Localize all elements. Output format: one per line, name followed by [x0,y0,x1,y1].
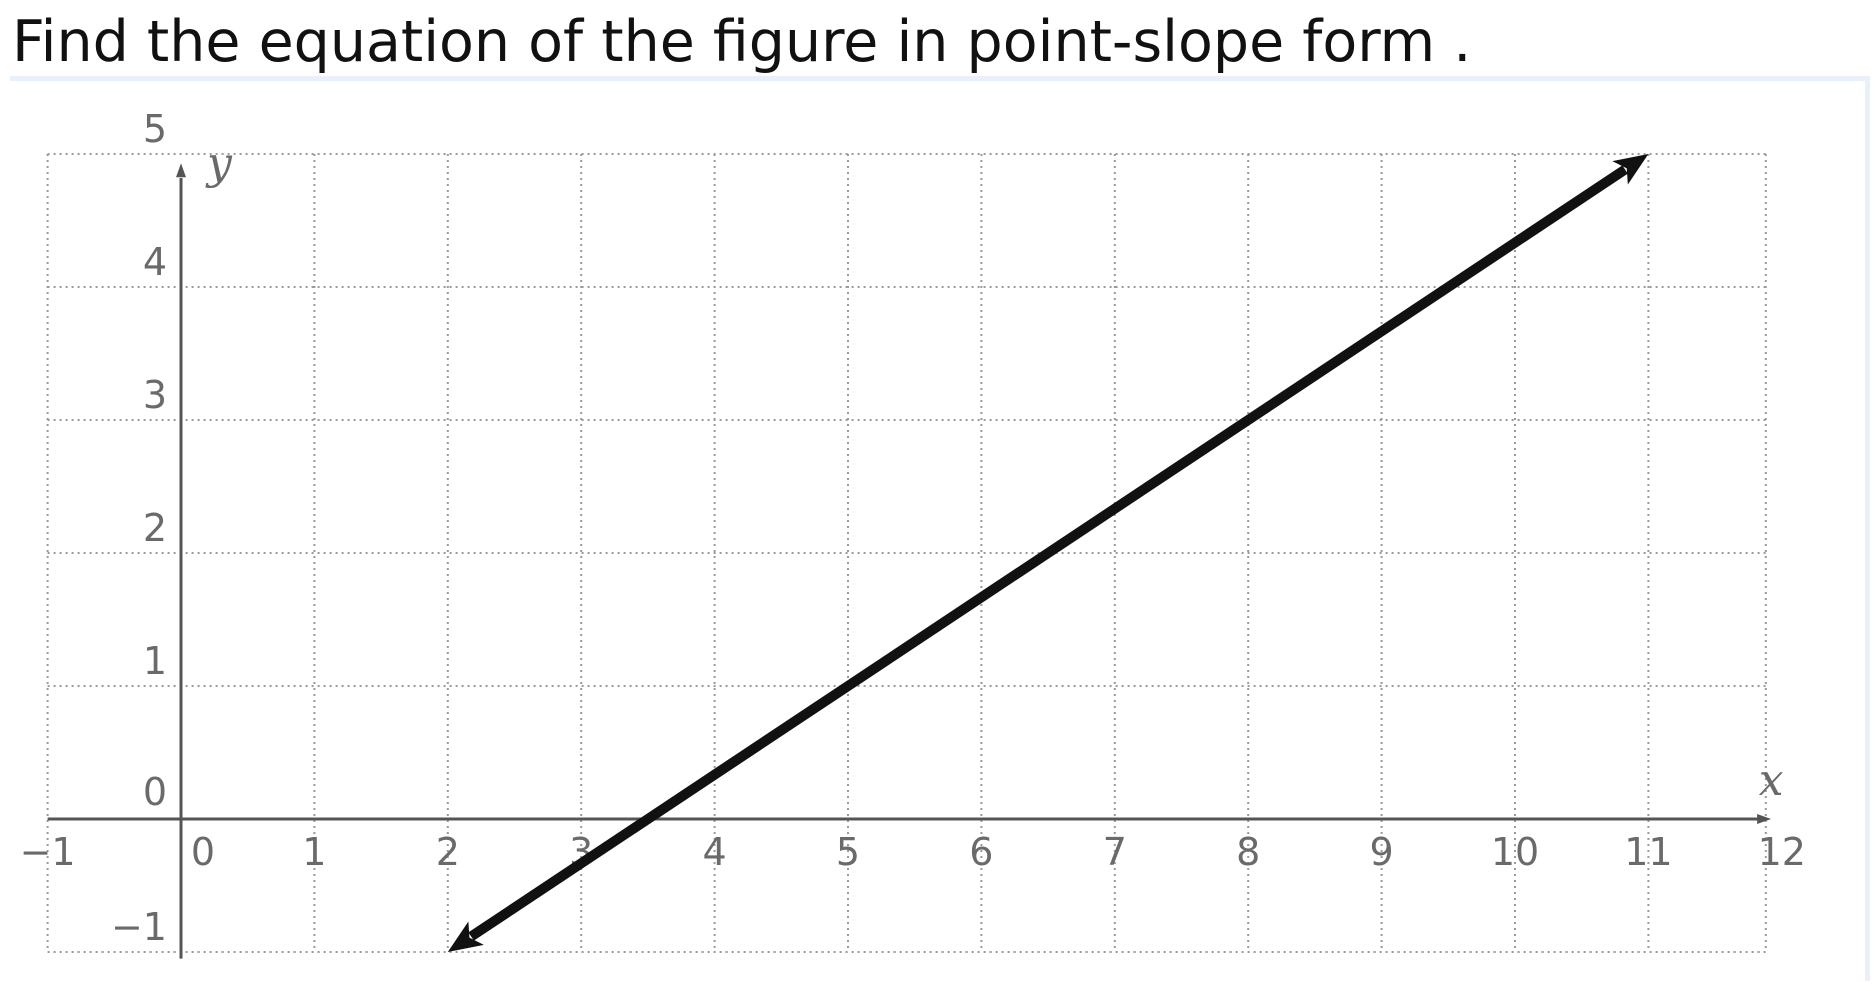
y-tick-label-2: 1 [143,639,167,683]
series-line-0 [468,165,1628,941]
x-tick-label-2: 1 [302,830,326,874]
question-text: Find the equation of the figure in point… [12,9,1472,75]
x-tick-label-13: 12 [1758,830,1806,874]
y-tick-label-5: 4 [143,240,167,284]
y-axis-arrow-icon [176,163,186,178]
axes [47,163,1772,959]
x-tick-label-0: −1 [20,830,76,874]
x-axis-title: x [1759,755,1784,806]
x-axis-arrow-icon [1757,814,1772,824]
x-tick-label-10: 9 [1370,830,1394,874]
grid-lines [46,153,1767,953]
line-end-arrow-icon [1612,154,1649,185]
y-tick-label-6: 5 [143,107,167,151]
x-tick-label-7: 6 [969,830,993,874]
x-tick-label-8: 7 [1103,830,1127,874]
y-axis-title: y [205,138,233,189]
y-tick-label-0: −1 [111,905,167,949]
x-tick-label-6: 5 [836,830,860,874]
x-tick-label-1: 0 [191,830,215,874]
graph-frame [10,76,1870,981]
x-tick-label-5: 4 [703,830,727,874]
x-tick-label-9: 8 [1236,830,1260,874]
x-tick-label-12: 11 [1624,830,1672,874]
line-start-arrow-icon [447,921,484,952]
y-tick-label-4: 3 [143,373,167,417]
x-tick-label-3: 2 [436,830,460,874]
plotted-line [447,154,1649,952]
y-tick-label-1: 0 [143,770,167,814]
x-tick-label-11: 10 [1491,830,1539,874]
y-tick-label-3: 2 [143,506,167,550]
